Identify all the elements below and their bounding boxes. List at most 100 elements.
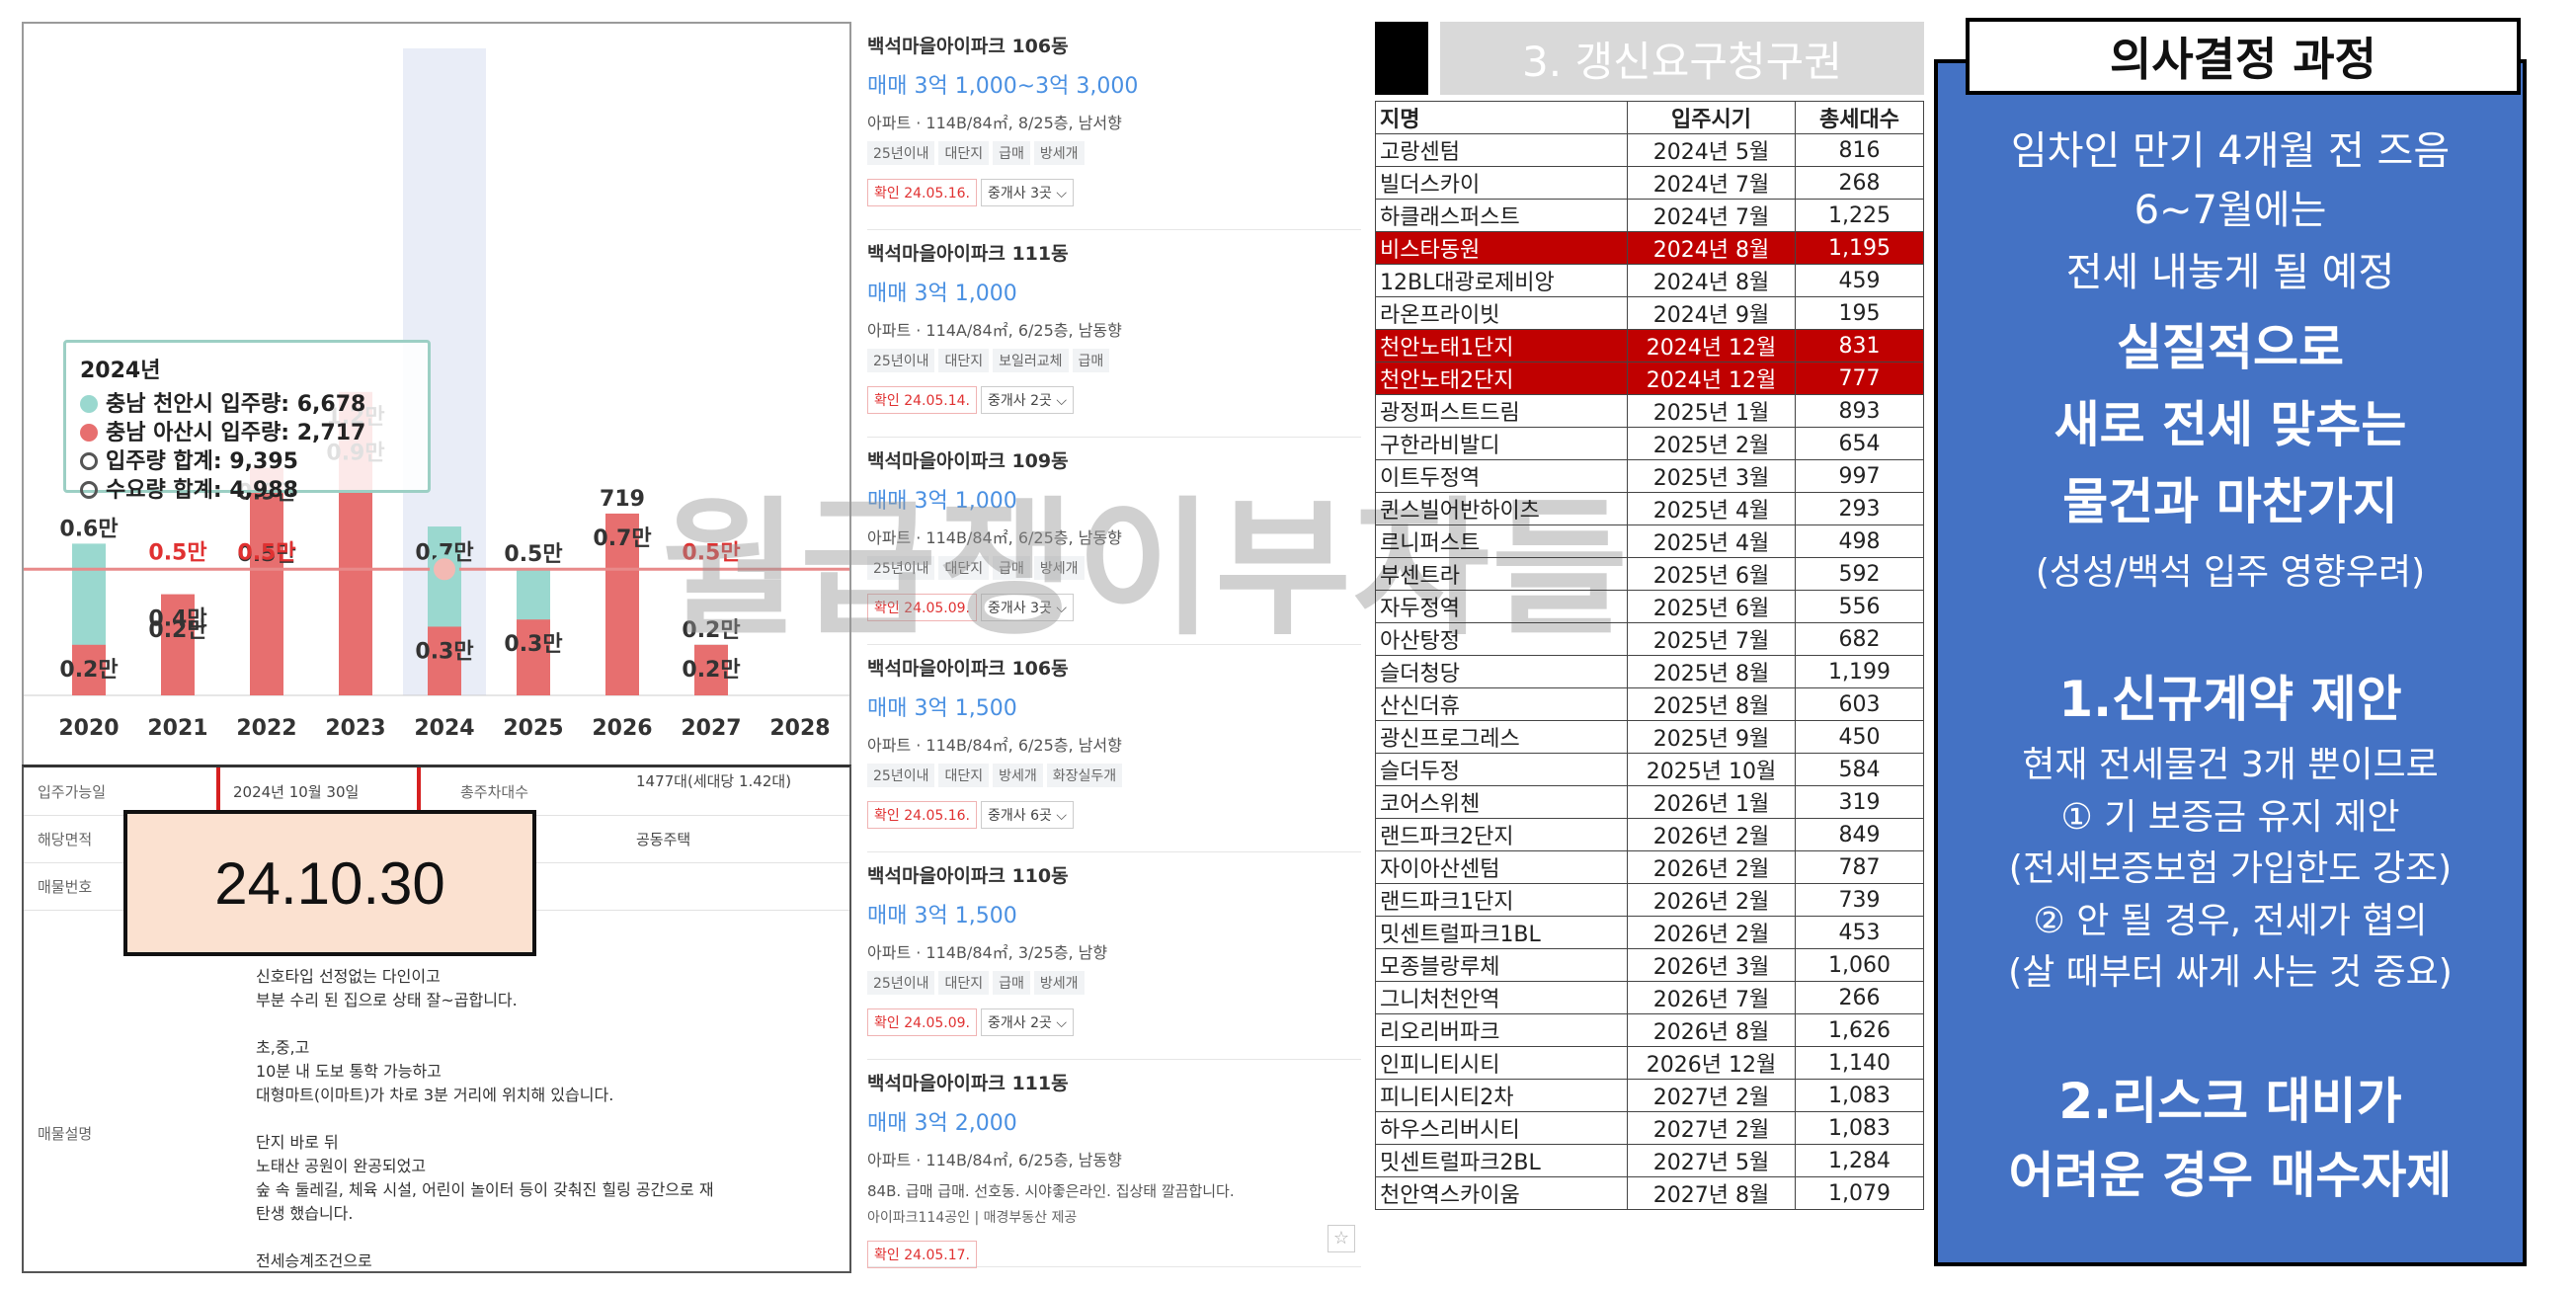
cell-name: 랜드파크1단지 <box>1375 883 1628 917</box>
table-row: 밋센트럴파크2BL 2027년 5월 1,284 <box>1375 1144 1924 1177</box>
cell-count: 816 <box>1795 133 1924 167</box>
x-tick-label: 2021 <box>147 716 207 741</box>
listing-tag: 급매 <box>993 141 1030 165</box>
cell-name: 하클래스퍼스트 <box>1375 199 1628 232</box>
broker-dropdown[interactable]: 중개사 6곳 ⌵ <box>981 801 1074 829</box>
decision-line: 새로 전세 맞추는 <box>2053 396 2407 453</box>
desc-label: 매물설명 <box>38 1125 93 1143</box>
listing-tags: 25년이내 대단지 방세개 화장실두개 <box>867 764 1361 787</box>
data-label-cheonan: 0.5만 <box>504 542 562 567</box>
listing-title[interactable]: 백석마을아이파크 111동 <box>867 243 1069 265</box>
ring-icon <box>80 481 98 499</box>
table-row: 코어스위첸 2026년 1월 319 <box>1375 785 1924 819</box>
tooltip-row-cheonan: 충남 천안시 입주량: 6,678 <box>80 390 414 419</box>
listing-title[interactable]: 백석마을아이파크 106동 <box>867 36 1069 57</box>
broker-dropdown[interactable]: 중개사 3곳 ⌵ <box>981 179 1074 206</box>
data-label-asan: 0.4만 <box>148 607 206 632</box>
listing-card[interactable]: 백석마을아이파크 111동 매매 3억 1,000 아파트 · 114A/84㎡, … <box>867 239 1361 438</box>
confirm-date-badge: 확인 24.05.16. <box>867 179 978 206</box>
cell-count: 266 <box>1795 981 1924 1014</box>
confirm-date-badge: 확인 24.05.09. <box>867 1008 978 1036</box>
tooltip-value: 6,678 <box>296 392 366 417</box>
description-line: 부분 수리 된 집으로 상태 잘~곱합니다. <box>256 991 518 1009</box>
bar-asan-2027 <box>694 644 728 695</box>
listing-title[interactable]: 백석마을아이파크 110동 <box>867 865 1069 887</box>
table-row: 피니티시티2차 2027년 2월 1,083 <box>1375 1079 1924 1112</box>
table-row: 천안노태1단지 2024년 12월 831 <box>1375 329 1924 363</box>
decision-heading-2a: 2.리스크 대비가 <box>2058 1073 2402 1130</box>
description-line: 10분 내 도보 통학 가능하고 <box>256 1062 442 1081</box>
x-tick-label: 2026 <box>592 716 652 741</box>
cell-date: 2025년 4월 <box>1627 492 1796 525</box>
cell-count: 459 <box>1795 264 1924 297</box>
header-count: 총세대수 <box>1795 101 1924 134</box>
bar-asan-2022 <box>250 467 283 695</box>
cell-name: 자이아산센텀 <box>1375 850 1628 884</box>
x-tick-label: 2024 <box>414 716 474 741</box>
star-icon[interactable]: ☆ <box>1328 1225 1355 1252</box>
cell-count: 787 <box>1795 850 1924 884</box>
x-tick-label: 2027 <box>681 716 741 741</box>
cell-date: 2026년 2월 <box>1627 818 1796 851</box>
listing-card[interactable]: 백석마을아이파크 109동 매매 3억 1,000 아파트 · 114B/84㎡, … <box>867 446 1361 645</box>
decision-line: 실질적으로 <box>2117 319 2344 376</box>
listing-title[interactable]: 백석마을아이파크 106동 <box>867 658 1069 680</box>
cell-name: 코어스위첸 <box>1375 785 1628 819</box>
listing-no-label: 매물번호 <box>38 878 93 896</box>
x-tick-label: 2028 <box>769 716 830 741</box>
table-row: 자두정역 2025년 6월 556 <box>1375 590 1924 623</box>
table-row: 르니퍼스트 2025년 4월 498 <box>1375 524 1924 558</box>
supply-demand-chart: 2020 0.6만 0.2만 2021 0.2만 0.4만 0.5만 2022 0.5만 0.9만… <box>22 22 851 766</box>
cell-date: 2025년 2월 <box>1627 427 1796 460</box>
data-label-asan: 0.7만 <box>593 526 651 551</box>
cell-count: 195 <box>1795 296 1924 330</box>
broker-dropdown[interactable]: 중개사 3곳 ⌵ <box>981 594 1074 621</box>
listing-card[interactable]: 백석마을아이파크 111동 매매 3억 2,000 아파트 · 114B/84㎡, … <box>867 1069 1361 1268</box>
listing-spec: 아파트 · 114B/84㎡, 6/25층, 남서향 <box>867 736 1122 755</box>
cell-count: 319 <box>1795 785 1924 819</box>
move-in-schedule-table: 지명 입주시기 총세대수 고랑센텀 2024년 5월 816 빌더스카이 2024년 7… <box>1375 101 1924 1210</box>
cell-count: 592 <box>1795 557 1924 591</box>
listing-price: 매매 3억 1,000~3억 3,000 <box>867 74 1139 99</box>
listing-title[interactable]: 백석마을아이파크 109동 <box>867 450 1069 472</box>
listing-footer: 확인 24.05.09. 중개사 2곳 ⌵ <box>867 1008 1361 1036</box>
chart-tooltip: 2024년 충남 천안시 입주량: 6,678 충남 아산시 입주량: 2,71… <box>63 340 431 503</box>
listing-tag: 방세개 <box>1033 556 1085 580</box>
cell-date: 2024년 7월 <box>1627 166 1796 200</box>
broker-dropdown[interactable]: 중개사 2곳 ⌵ <box>981 386 1074 414</box>
cell-date: 2027년 2월 <box>1627 1111 1796 1145</box>
data-label-cheonan: 0.2만 <box>148 618 206 643</box>
listing-card[interactable]: 백석마을아이파크 106동 매매 3억 1,500 아파트 · 114B/84㎡, … <box>867 654 1361 852</box>
move-in-value: 2024년 10월 30일 <box>233 783 360 801</box>
decision-line: 6~7월에는 <box>2133 188 2327 233</box>
cell-count: 893 <box>1795 394 1924 428</box>
listing-price: 매매 3억 2,000 <box>867 1111 1017 1136</box>
table-row: 천안노태2단지 2024년 12월 777 <box>1375 362 1924 395</box>
cell-date: 2025년 1월 <box>1627 394 1796 428</box>
decision-line: (성성/백석 입주 영향우려) <box>2035 552 2426 593</box>
confirm-date-badge: 확인 24.05.09. <box>867 594 978 621</box>
x-tick-label: 2022 <box>236 716 296 741</box>
cell-date: 2025년 3월 <box>1627 459 1796 493</box>
cell-count: 654 <box>1795 427 1924 460</box>
listing-footer: 확인 24.05.17. ☆ <box>867 1225 1361 1268</box>
section-marker <box>1375 22 1428 95</box>
listing-title[interactable]: 백석마을아이파크 111동 <box>867 1073 1069 1094</box>
cell-name: 자두정역 <box>1375 590 1628 623</box>
header-name: 지명 <box>1375 101 1628 134</box>
data-label-asan: 0.3만 <box>415 639 473 664</box>
listing-card[interactable]: 백석마을아이파크 106동 매매 3억 1,000~3억 3,000 아파트 · 1… <box>867 32 1361 230</box>
cell-name: 퀸스빌어반하이츠 <box>1375 492 1628 525</box>
cell-name: 모종블랑루체 <box>1375 948 1628 982</box>
cell-count: 1,060 <box>1795 948 1924 982</box>
x-tick-label: 2020 <box>58 716 119 741</box>
tooltip-year: 2024년 <box>80 359 161 383</box>
data-label-demand: 0.5만 <box>237 540 295 565</box>
bar-asan-2021 <box>161 594 195 695</box>
listing-card[interactable]: 백석마을아이파크 110동 매매 3억 1,500 아파트 · 114B/84㎡, … <box>867 861 1361 1060</box>
broker-dropdown[interactable]: 중개사 2곳 ⌵ <box>981 1008 1074 1036</box>
cell-name: 인피니티시티 <box>1375 1046 1628 1080</box>
cell-date: 2025년 8월 <box>1627 687 1796 721</box>
table-row: 리오리버파크 2026년 8월 1,626 <box>1375 1013 1924 1047</box>
cell-date: 2026년 7월 <box>1627 981 1796 1014</box>
